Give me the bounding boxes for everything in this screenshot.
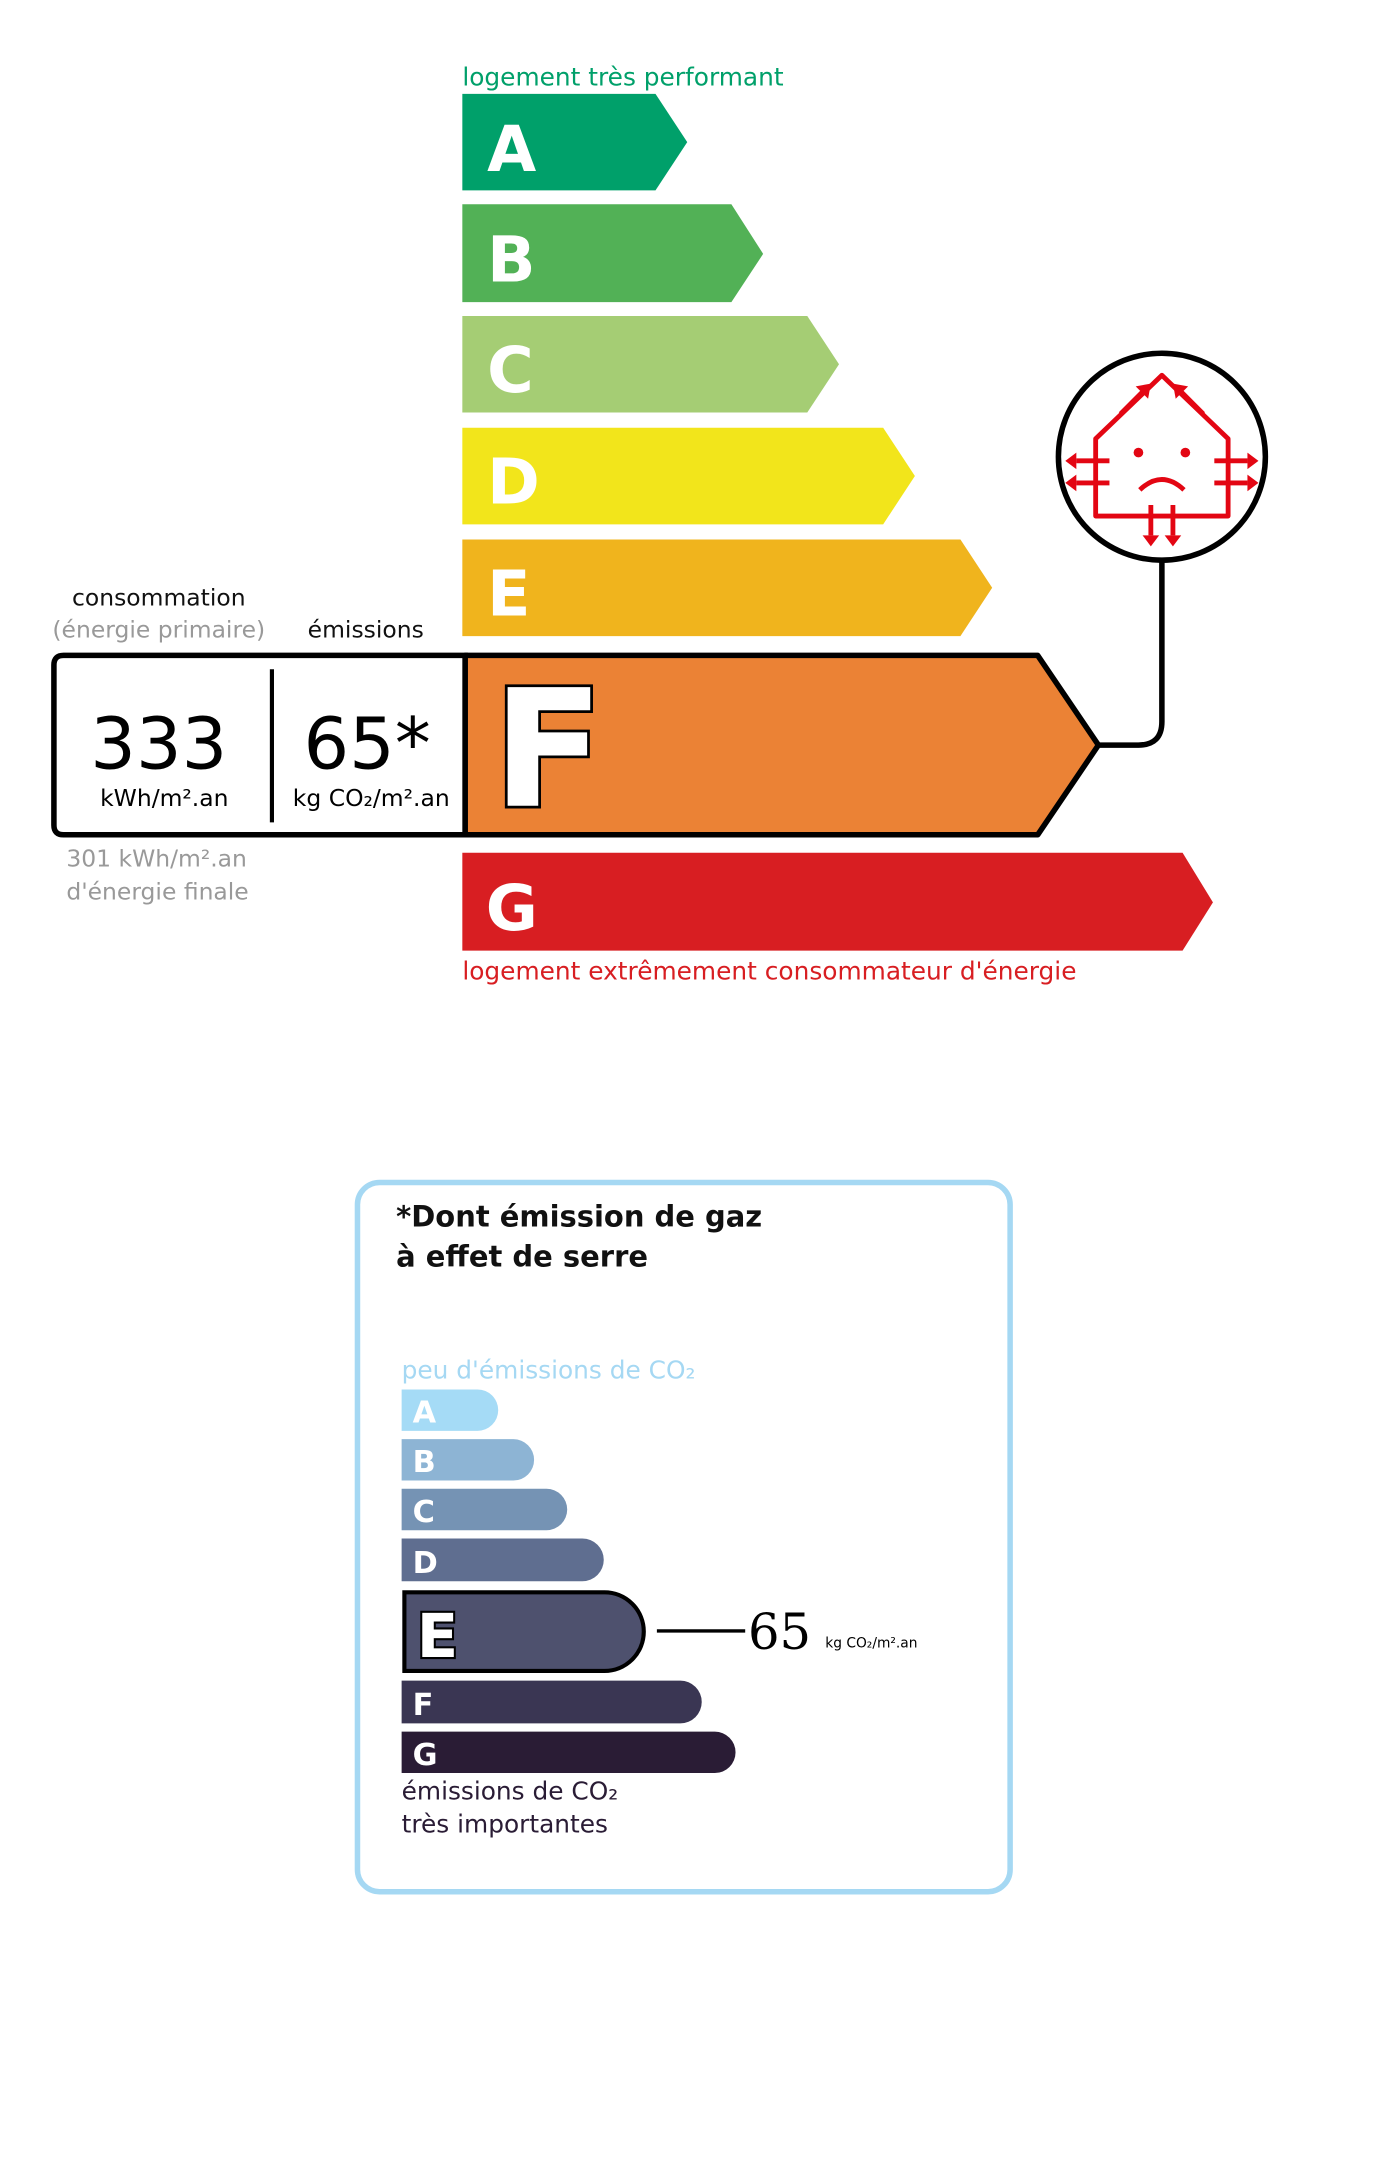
ghg-title-line2: à effet de serre [396,1240,648,1274]
consumption-value: 333 [90,702,227,786]
energy-bar-b [462,204,764,303]
final-energy-value: 301 kWh/m².an [66,845,247,873]
ghg-unit: kg CO₂/m².an [825,1635,917,1651]
consumption-sublabel: (énergie primaire) [52,615,265,643]
emissions-value: 65* [304,702,431,786]
ghg-letter-g: G [413,1738,438,1773]
energy-bottom-label: logement extrêmement consommateur d'éner… [462,957,1076,986]
energy-letter-g: G [486,871,538,945]
energy-class-b: B [462,204,764,303]
ghg-letter-f: F [413,1688,434,1723]
ghg-bottom-label-line2: très importantes [402,1809,608,1838]
ghg-class-a: A [401,1389,499,1431]
ghg-bar-a [401,1389,499,1431]
ghg-letter-c: C [413,1495,435,1530]
ghg-bar-e [402,1590,646,1674]
ghg-class-e-current: E 65 kg CO₂/m².an [402,1590,917,1674]
ghg-class-c: C [401,1488,568,1531]
consumption-unit: kWh/m².an [100,784,228,812]
ghg-class-b: B [401,1439,535,1481]
energy-bar-a [462,93,688,191]
final-energy-label: d'énergie finale [66,878,248,906]
ghg-bar-f [401,1680,702,1724]
ghg-letter-a: A [413,1396,437,1431]
ghg-bar-b [401,1439,535,1481]
energy-bar-d [462,427,915,525]
energy-top-label: logement très performant [462,63,784,92]
ghg-top-label: peu d'émissions de CO₂ [402,1355,696,1384]
energy-letter-d: D [487,445,540,519]
emissions-label: émissions [308,615,424,643]
ghg-bar-g [401,1731,736,1774]
ghg-bottom-label-line1: émissions de CO₂ [402,1776,619,1805]
ghg-class-d: D [401,1538,604,1582]
energy-class-e: E [462,539,993,637]
energy-bar-e [462,539,993,637]
ghg-class-g: G [401,1731,736,1774]
energy-class-a: A [462,93,688,191]
ghg-letter-e: E [417,1602,458,1672]
energy-letter-a: A [487,112,536,186]
energy-class-g: G [462,852,1213,951]
ghg-value: 65 [748,1603,811,1661]
energy-class-d: D [462,427,915,525]
energy-bar-g [462,852,1213,951]
ghg-letter-d: D [413,1546,438,1581]
sad-house-heat-loss-icon [1055,350,1269,563]
ghg-class-f: F [401,1680,702,1724]
energy-class-f-current: F 333 kWh/m².an 65* kg CO₂/m².an [51,652,1102,848]
value-box [51,652,468,838]
energy-class-c: C [462,315,840,413]
energy-letter-e: E [487,556,530,630]
consumption-label: consommation [72,584,246,612]
icon-connector [1099,560,1165,748]
emissions-unit: kg CO₂/m².an [293,784,450,812]
energy-letter-b: B [487,222,535,296]
ghg-bar-d [401,1538,604,1582]
energy-letter-f: F [493,656,604,845]
energy-letter-c: C [487,333,534,407]
ghg-title-line1: *Dont émission de gaz [396,1200,762,1234]
ghg-bar-c [401,1488,568,1531]
energy-bar-c [462,315,840,413]
ghg-letter-b: B [413,1445,436,1480]
